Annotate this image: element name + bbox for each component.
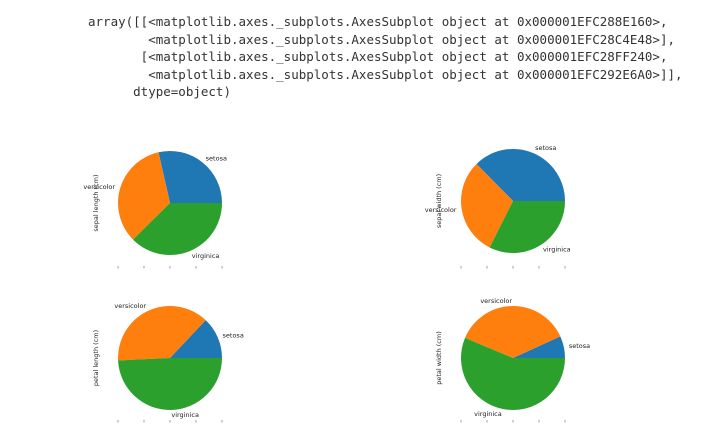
pie-slice-virginica [460, 337, 565, 410]
pie-ylabel: sepal width (cm) [435, 174, 443, 228]
cell-output-text: array([[<matplotlib.axes._subplots.AxesS… [88, 13, 683, 101]
pie-slice-virginica [118, 358, 222, 410]
pie-slice-versicolor [465, 305, 561, 358]
pie-ylabel: petal width (cm) [435, 331, 443, 385]
pie-label-versicolor: versicolor [480, 297, 512, 305]
pie-label-versicolor: versicolor [83, 183, 115, 191]
pie-label-virginica: virginica [171, 411, 199, 419]
pie-slice-versicolor [460, 163, 513, 248]
pie-slice-versicolor [117, 152, 170, 240]
pie-chart-4: setosa versicolor virginica petal width (cm… [435, 297, 590, 423]
output-line: [<matplotlib.axes._subplots.AxesSubplot … [88, 49, 668, 65]
output-line: dtype=object) [88, 84, 231, 100]
pie-slice-setosa [158, 150, 222, 203]
pie-label-versicolor: versicolor [114, 302, 146, 310]
pie-ylabel: petal length (cm) [92, 330, 100, 386]
pie-slice-setosa [476, 148, 565, 201]
pie-ylabel: sepal length (cm) [92, 174, 100, 231]
pie-slice-virginica [489, 201, 565, 253]
pie-label-versicolor: versicolor [425, 206, 457, 214]
pie-slice-setosa [513, 336, 565, 358]
pie-label-setosa: setosa [206, 154, 227, 162]
pie-slice-setosa [170, 320, 222, 358]
pie-label-setosa: setosa [569, 342, 590, 350]
pie-slice-versicolor [118, 306, 206, 361]
pie-label-virginica: virginica [543, 246, 571, 254]
pie-label-virginica: virginica [192, 252, 220, 260]
output-line: <matplotlib.axes._subplots.AxesSubplot o… [88, 66, 683, 82]
pie-label-setosa: setosa [223, 331, 244, 339]
pie-label-virginica: virginica [474, 410, 502, 418]
pie-chart-3: setosa versicolor virginica petal length (c… [92, 302, 244, 423]
output-line: array([[<matplotlib.axes._subplots.AxesS… [88, 14, 668, 29]
output-line: <matplotlib.axes._subplots.AxesSubplot o… [88, 31, 675, 47]
pie-chart-1: setosa versicolor virginica sepal length (c… [83, 150, 227, 269]
pie-slice-virginica [133, 203, 223, 256]
pie-label-setosa: setosa [535, 144, 556, 152]
pie-chart-2: setosa versicolor virginica sepal width (cm… [425, 144, 571, 269]
